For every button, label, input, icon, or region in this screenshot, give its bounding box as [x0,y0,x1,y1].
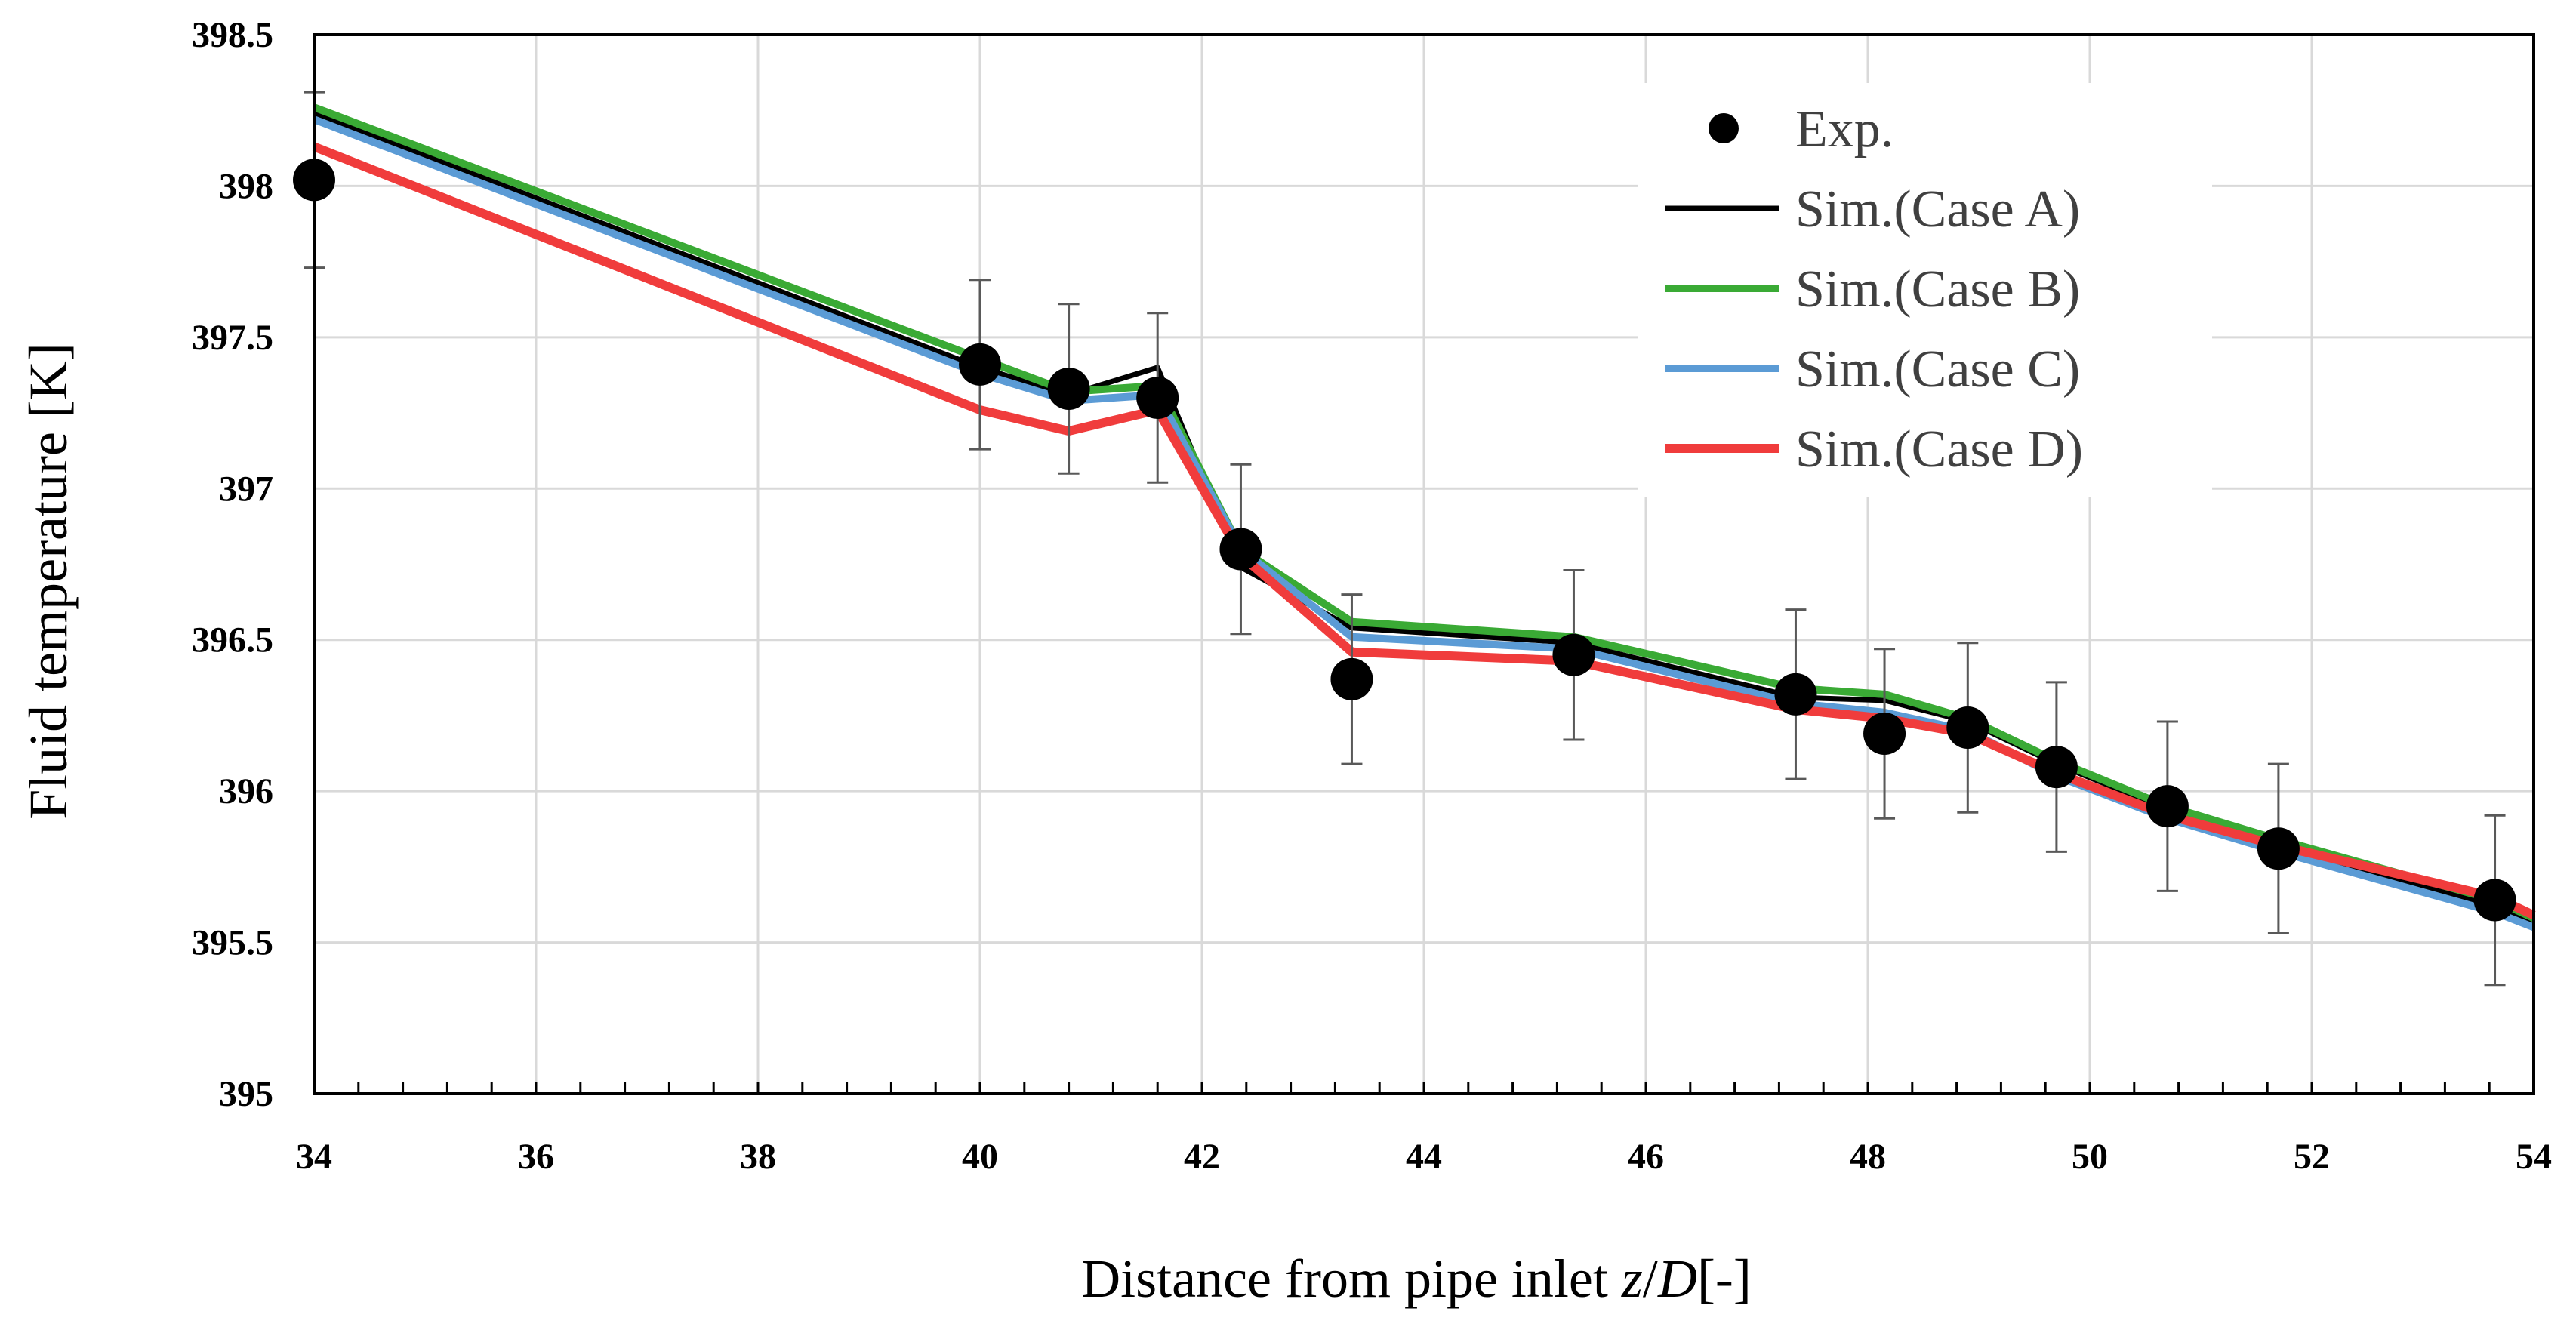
legend-label-exp: Exp. [1795,100,1893,159]
x-tick-label-0: 34 [296,1137,332,1177]
exp-point-1 [959,343,1001,386]
exp-point-5 [1330,657,1373,700]
x-tick-label-6: 46 [1628,1137,1664,1177]
legend-label-case-a: Sim.(Case A) [1795,180,2080,239]
exp-point-11 [2146,785,2189,828]
x-tick-label-4: 42 [1184,1137,1220,1177]
x-tick-label-9: 52 [2294,1137,2330,1177]
exp-point-13 [2473,879,2516,922]
exp-point-8 [1863,712,1906,755]
exp-point-2 [1047,368,1090,411]
x-axis-title-z: z [1621,1248,1643,1309]
x-tick-labels: 34 36 38 40 42 44 46 48 50 52 54 [296,1137,2552,1177]
y-tick-label-2: 396 [219,771,273,811]
legend-marker-exp [1709,113,1739,143]
legend-label-case-b: Sim.(Case B) [1795,260,2080,319]
y-tick-labels: 395 395.5 396 396.5 397 397.5 398 398.5 [192,15,273,1114]
y-axis-title: Fluid temperature [K] [18,343,79,820]
y-tick-label-0: 395 [219,1074,273,1114]
x-tick-label-3: 40 [962,1137,998,1177]
y-tick-label-7: 398.5 [192,15,273,55]
legend-label-case-c: Sim.(Case C) [1795,340,2080,399]
legend-entry-case-c: Sim.(Case C) [1665,340,2080,399]
exp-point-10 [2035,746,2078,789]
legend-label-case-d: Sim.(Case D) [1795,420,2083,479]
exp-point-7 [1774,673,1817,716]
minor-ticks [357,1082,2491,1094]
y-tick-label-5: 397.5 [192,318,273,358]
y-tick-label-4: 397 [219,469,273,509]
experiment-points [293,159,2516,922]
legend-entry-exp: Exp. [1709,100,1893,159]
x-tick-label-5: 44 [1406,1137,1442,1177]
x-tick-label-10: 54 [2516,1137,2552,1177]
x-axis-title-slash: / [1643,1248,1658,1309]
y-tick-label-6: 398 [219,166,273,206]
x-axis-title-prefix: Distance from pipe inlet [1081,1248,1622,1309]
x-tick-label-1: 36 [518,1137,554,1177]
x-axis-title-d: D [1657,1248,1697,1309]
legend: Exp. Sim.(Case A) Sim.(Case B) Sim.(Case… [1638,83,2212,497]
legend-entry-case-b: Sim.(Case B) [1665,260,2080,319]
exp-point-4 [1219,528,1262,571]
x-tick-label-2: 38 [740,1137,776,1177]
exp-point-12 [2257,827,2300,870]
exp-point-3 [1136,377,1179,420]
x-tick-label-7: 48 [1850,1137,1886,1177]
exp-point-9 [1946,706,1989,749]
x-tick-label-8: 50 [2072,1137,2108,1177]
legend-entry-case-a: Sim.(Case A) [1665,180,2080,239]
y-tick-label-3: 396.5 [192,620,273,660]
exp-point-6 [1552,633,1595,676]
x-axis-title-suffix: [-] [1697,1248,1752,1309]
legend-entry-case-d: Sim.(Case D) [1665,420,2083,479]
x-axis-title: Distance from pipe inlet z/D[-] [1081,1248,1752,1309]
y-tick-label-1: 395.5 [192,923,273,963]
